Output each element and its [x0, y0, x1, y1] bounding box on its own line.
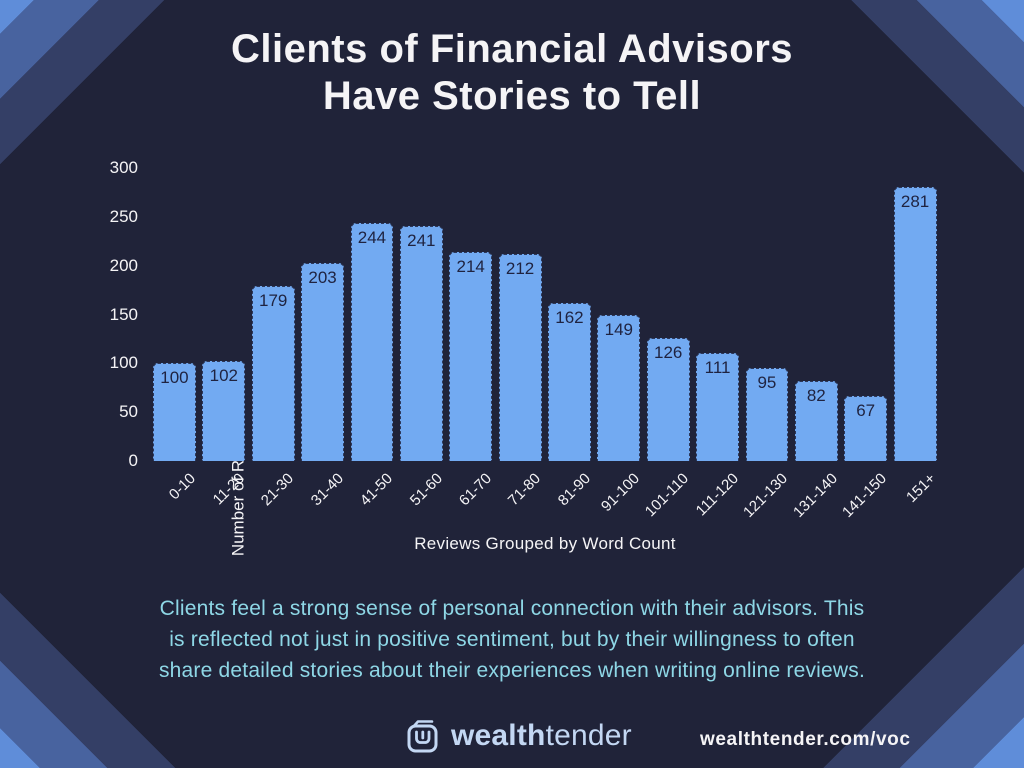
- bar-value-label: 244: [357, 228, 387, 247]
- bar-value-label: 102: [209, 366, 238, 385]
- y-tick-label-150: 150: [109, 304, 138, 324]
- logo-text-light: tender: [545, 719, 632, 752]
- bar-value-label: 179: [259, 291, 288, 310]
- insight-line3: share detailed stories about their exper…: [158, 659, 866, 683]
- chart-title: Clients of Financial Advisors Have Stori…: [0, 26, 1024, 120]
- insight-line2: is reflected not just in positive sentim…: [169, 628, 855, 652]
- bar-value-label: 100: [160, 368, 189, 387]
- bar-121-130: 95: [745, 368, 789, 461]
- bar-value-label: 149: [604, 320, 633, 339]
- y-tick-label-200: 200: [109, 255, 138, 275]
- bar-111-120: 111: [696, 353, 739, 461]
- logo-text-bold: wealth: [451, 719, 546, 752]
- bar-value-label: 126: [654, 343, 683, 362]
- bar-151+: 281: [893, 187, 937, 461]
- y-tick-label-50: 50: [119, 402, 138, 422]
- bar-value-label: 82: [806, 386, 826, 405]
- footer-url: wealthtender.com/voc: [700, 729, 911, 750]
- bar-21-30: 179: [251, 286, 295, 461]
- bar-chart: Number of Reviews 100 0-10 102 11-20 179 21-3…: [110, 158, 940, 556]
- bar-101-110: 126: [646, 338, 690, 461]
- bar-71-80: 212: [498, 254, 542, 461]
- bar-31-40: 203: [301, 263, 344, 461]
- bar-41-50: 244: [350, 223, 394, 461]
- wealthtender-logo: wealthtender: [405, 718, 632, 754]
- bar-value-label: 241: [407, 231, 436, 250]
- x-axis-title: Reviews Grouped by Word Count: [414, 534, 676, 553]
- bar-value-label: 203: [308, 268, 337, 287]
- wealthtender-logo-text: wealthtender: [451, 719, 632, 753]
- bar-61-70: 214: [449, 252, 493, 461]
- bar-value-label: 67: [856, 401, 876, 420]
- bar-91-100: 149: [597, 315, 641, 461]
- bar-value-label: 212: [505, 259, 535, 278]
- bar-value-label: 281: [900, 192, 930, 211]
- bar-value-label: 214: [456, 257, 485, 276]
- y-tick-label-250: 250: [109, 206, 138, 226]
- bar-11-20: 102: [202, 361, 246, 461]
- y-tick-label-300: 300: [109, 158, 138, 177]
- bar-value-label: 162: [555, 308, 584, 327]
- bar-value-label: 111: [704, 358, 731, 377]
- y-tick-label-0: 0: [128, 451, 138, 470]
- y-tick-label-100: 100: [109, 353, 138, 373]
- chart-title-line2: Have Stories to Tell: [322, 74, 702, 119]
- bar-0-10: 100: [153, 363, 196, 461]
- bar-value-label: 95: [757, 373, 777, 392]
- wealthtender-logo-icon: [405, 718, 441, 754]
- chart-title-line1: Clients of Financial Advisors: [230, 27, 794, 71]
- bar-141-150: 67: [844, 396, 888, 461]
- bar-51-60: 241: [399, 226, 443, 461]
- insight-paragraph: Clients feel a strong sense of personal …: [62, 593, 962, 686]
- bar-81-90: 162: [548, 303, 591, 461]
- bar-131-140: 82: [794, 381, 838, 461]
- insight-line1: Clients feel a strong sense of personal …: [159, 597, 865, 620]
- plot-area: Number of Reviews 100 0-10 102 11-20 179 21-3…: [110, 158, 940, 556]
